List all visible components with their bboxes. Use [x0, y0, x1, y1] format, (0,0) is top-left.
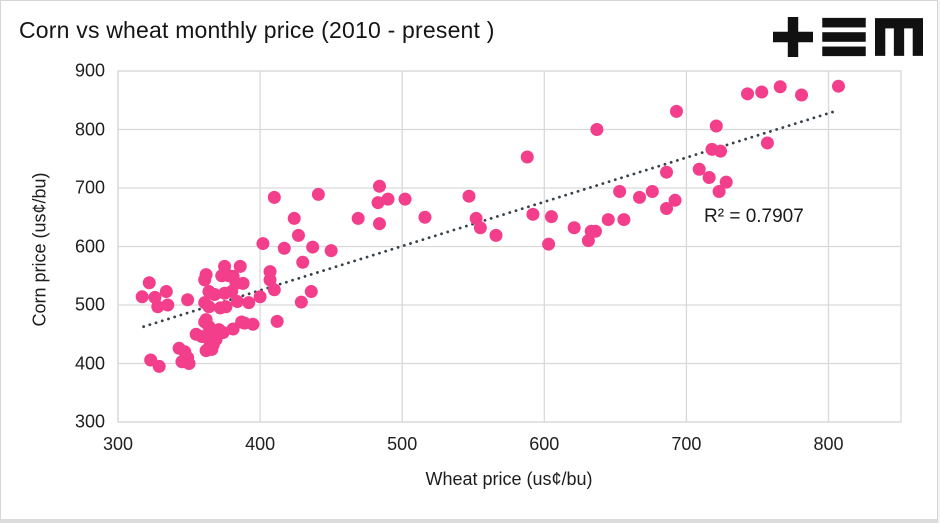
data-point — [159, 285, 173, 299]
data-point — [709, 119, 723, 133]
data-point — [617, 213, 631, 227]
data-point — [291, 228, 305, 242]
data-point — [256, 237, 270, 251]
y-tick-label: 900 — [74, 60, 105, 81]
y-tick-label: 500 — [74, 294, 105, 315]
data-point — [526, 207, 540, 221]
y-axis-title: Corn price (us¢/bu) — [29, 172, 50, 327]
x-tick-label: 300 — [102, 434, 134, 454]
data-point — [151, 300, 165, 314]
x-tick-label: 600 — [529, 434, 560, 454]
data-point — [235, 315, 249, 329]
data-point — [601, 213, 615, 227]
y-tick-label: 300 — [74, 411, 105, 432]
y-tick-label: 400 — [74, 353, 105, 373]
data-point — [692, 162, 706, 176]
data-point — [520, 150, 534, 164]
data-point — [267, 283, 281, 297]
data-point — [372, 217, 386, 231]
data-point — [324, 244, 338, 258]
y-tick-label: 700 — [74, 177, 105, 198]
plot-border — [117, 70, 902, 423]
data-point — [760, 136, 774, 150]
data-point — [212, 323, 226, 337]
data-point — [660, 201, 674, 215]
data-point — [135, 290, 149, 304]
data-point — [306, 240, 320, 254]
y-tick-label: 600 — [74, 236, 105, 256]
data-point — [202, 300, 216, 314]
data-point — [741, 87, 755, 101]
x-tick-label: 400 — [245, 434, 276, 454]
x-axis-title: Wheat price (us¢/bu) — [425, 469, 593, 489]
data-point — [544, 210, 558, 224]
data-point — [142, 276, 156, 290]
data-point — [208, 287, 222, 301]
tem-logo — [773, 17, 923, 57]
y-tick-label: 800 — [74, 119, 105, 139]
data-point — [371, 196, 385, 210]
data-point — [381, 192, 395, 206]
data-point — [198, 273, 212, 287]
data-point — [152, 359, 166, 373]
data-point — [462, 189, 476, 203]
plus-icon — [773, 17, 813, 57]
x-tick-label: 700 — [671, 434, 702, 454]
data-point — [489, 228, 503, 242]
data-point — [161, 298, 175, 312]
triple-bar-icon — [822, 17, 866, 57]
data-point — [218, 259, 232, 273]
x-tick-label: 500 — [387, 434, 418, 454]
data-point — [181, 293, 195, 307]
data-point — [230, 294, 244, 308]
data-point — [372, 179, 386, 193]
data-point — [201, 342, 215, 356]
data-point — [668, 193, 682, 207]
data-point — [418, 210, 432, 224]
data-point — [613, 185, 627, 199]
x-tick-label: 800 — [813, 434, 844, 454]
data-point — [287, 211, 301, 225]
data-point — [294, 295, 308, 309]
data-point — [719, 175, 733, 189]
data-point — [567, 221, 581, 235]
data-point — [473, 221, 487, 235]
data-point — [351, 211, 365, 225]
data-point — [219, 300, 233, 314]
data-point — [304, 285, 318, 299]
data-point — [633, 190, 647, 204]
data-point — [267, 190, 281, 204]
trendline — [142, 108, 840, 329]
data-point — [831, 79, 845, 93]
data-point — [588, 224, 602, 238]
data-point — [755, 85, 769, 99]
data-point — [233, 259, 247, 273]
data-point — [795, 88, 809, 102]
data-point — [263, 273, 277, 287]
r-squared-annotation: R² = 0.7907 — [704, 206, 804, 227]
data-point — [773, 80, 787, 94]
data-point — [253, 290, 267, 304]
data-point — [714, 144, 728, 158]
data-point — [398, 192, 412, 206]
m-icon — [875, 18, 923, 56]
data-point — [242, 296, 256, 310]
data-point — [712, 185, 726, 199]
data-point — [645, 185, 659, 199]
data-point — [660, 165, 674, 179]
data-point — [182, 357, 196, 370]
data-point — [296, 255, 310, 269]
data-point — [236, 276, 250, 290]
chart-title: Corn vs wheat monthly price (2010 - pres… — [19, 17, 495, 43]
data-point — [590, 123, 604, 136]
data-point — [702, 170, 716, 184]
data-point — [542, 237, 556, 251]
data-point — [311, 187, 325, 201]
data-point — [669, 104, 683, 118]
data-point — [270, 314, 284, 328]
data-point — [277, 241, 291, 255]
data-point — [246, 317, 260, 331]
